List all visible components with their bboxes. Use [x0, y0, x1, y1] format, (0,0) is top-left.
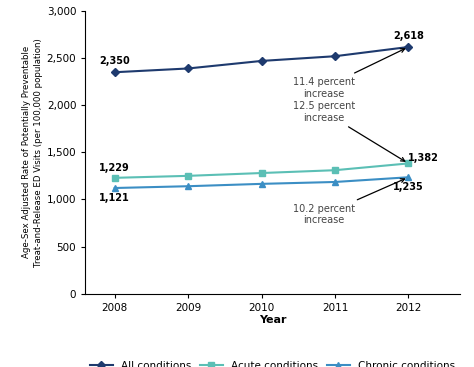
Line: Chronic conditions: Chronic conditions — [111, 174, 411, 191]
Chronic conditions — [332, 180, 338, 184]
Text: 2,350: 2,350 — [100, 56, 130, 66]
Chronic conditions — [406, 175, 411, 179]
Chronic conditions — [112, 186, 118, 190]
All conditions — [259, 59, 264, 63]
Text: 12.5 percent
increase: 12.5 percent increase — [293, 101, 405, 161]
Line: All conditions: All conditions — [111, 44, 411, 75]
All conditions — [112, 70, 118, 75]
Acute conditions — [112, 176, 118, 180]
All conditions — [332, 54, 338, 58]
Chronic conditions — [259, 182, 264, 186]
Text: 1,121: 1,121 — [100, 193, 130, 203]
Text: 11.4 percent
increase: 11.4 percent increase — [293, 49, 405, 99]
Text: 1,235: 1,235 — [393, 182, 424, 192]
Text: 1,229: 1,229 — [100, 163, 130, 172]
Text: 1,382: 1,382 — [409, 153, 439, 163]
Acute conditions — [185, 174, 191, 178]
All conditions — [406, 45, 411, 49]
Y-axis label: Age-Sex Adjusted Rate of Potentially Preventable
Treat-and-Release ED Visits (pe: Age-Sex Adjusted Rate of Potentially Pre… — [22, 38, 43, 267]
Text: 2,618: 2,618 — [393, 31, 424, 41]
Legend: All conditions, Acute conditions, Chronic conditions: All conditions, Acute conditions, Chroni… — [90, 361, 455, 367]
Text: 10.2 percent
increase: 10.2 percent increase — [293, 179, 405, 225]
Acute conditions — [406, 161, 411, 166]
Acute conditions — [332, 168, 338, 172]
X-axis label: Year: Year — [259, 315, 286, 326]
Acute conditions — [259, 171, 264, 175]
Line: Acute conditions: Acute conditions — [111, 160, 411, 181]
All conditions — [185, 66, 191, 71]
Chronic conditions — [185, 184, 191, 188]
